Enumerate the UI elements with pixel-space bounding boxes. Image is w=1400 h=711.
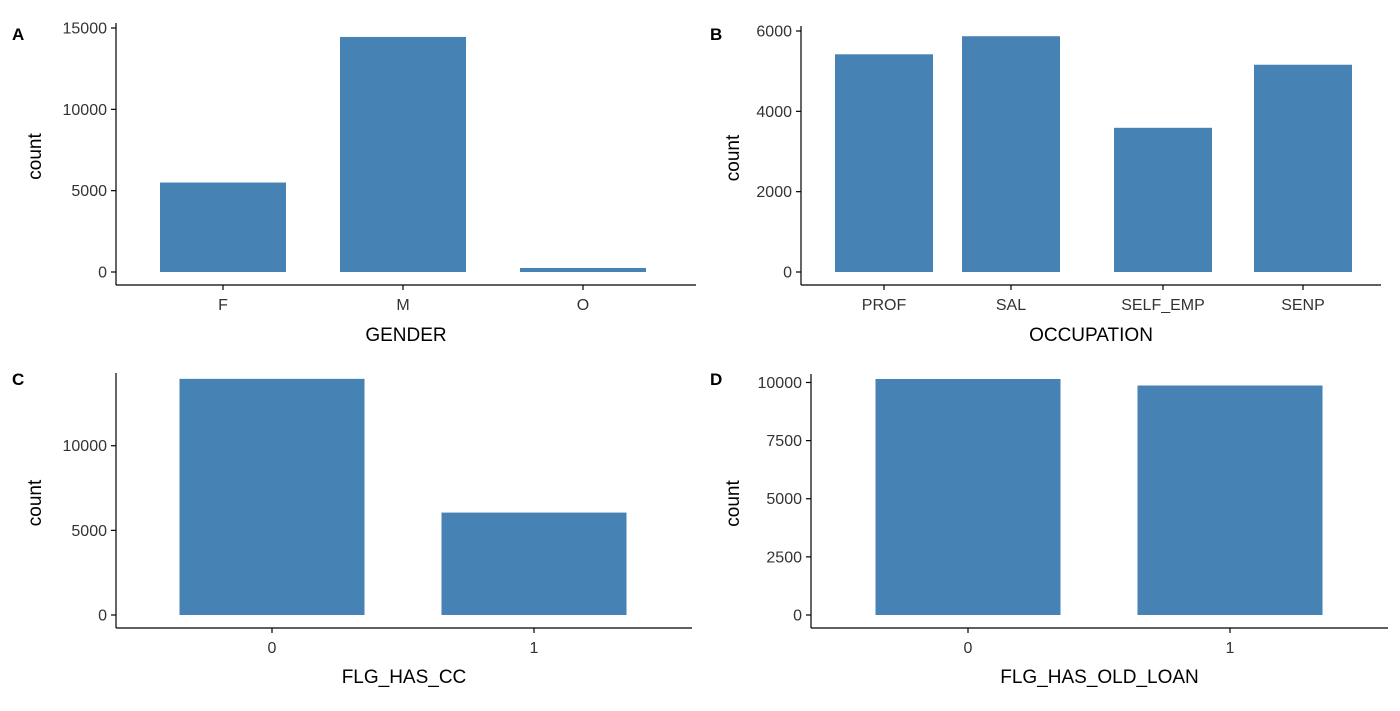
bar[interactable] xyxy=(179,378,365,615)
panel-label: C xyxy=(12,370,24,389)
y-tick-label: 10000 xyxy=(758,375,803,392)
panel-label: A xyxy=(12,25,24,44)
bar[interactable] xyxy=(962,36,1060,273)
x-tick-label: O xyxy=(577,297,589,314)
y-axis-title: count xyxy=(723,134,744,181)
y-tick-label: 0 xyxy=(98,265,107,282)
chart-panel: B 0 2000 4000 6000 PROF SAL SELF_EMP SENP OCCUPAT… xyxy=(710,24,1381,346)
chart-panel: D 0 2500 5000 7500 10000 0 1 FLG_HAS_OLD_LOAN cou… xyxy=(710,370,1388,688)
bar[interactable] xyxy=(520,268,646,272)
bar[interactable] xyxy=(340,36,466,272)
x-tick-label: SAL xyxy=(996,297,1026,314)
x-tick-label: PROF xyxy=(862,297,907,314)
x-axis-title: GENDER xyxy=(365,325,446,346)
chart-panel: A 0 5000 10000 15000 F M O GENDER count xyxy=(12,21,696,346)
bar[interactable] xyxy=(441,512,627,615)
x-tick-label: SENP xyxy=(1281,297,1325,314)
x-tick-label: M xyxy=(396,297,409,314)
y-tick-label: 0 xyxy=(98,608,107,625)
chart-panel: C 0 5000 10000 0 1 FLG_HAS_CC count xyxy=(12,370,692,688)
x-tick-label: 1 xyxy=(1226,640,1235,657)
y-tick-label: 10000 xyxy=(63,102,108,119)
panel-label: D xyxy=(710,370,722,389)
bar[interactable] xyxy=(1254,64,1352,273)
y-axis-title: count xyxy=(25,133,46,180)
x-tick-label: 0 xyxy=(964,640,973,657)
x-axis-title: OCCUPATION xyxy=(1029,325,1153,346)
y-tick-label: 0 xyxy=(783,265,792,282)
bar[interactable] xyxy=(1137,385,1323,615)
bar[interactable] xyxy=(835,54,933,273)
bar[interactable] xyxy=(160,182,286,272)
x-tick-label: SELF_EMP xyxy=(1121,297,1205,314)
y-tick-label: 0 xyxy=(793,608,802,625)
x-tick-label: F xyxy=(218,297,228,314)
y-tick-label: 2500 xyxy=(766,549,802,566)
y-axis-title: count xyxy=(25,479,46,526)
y-tick-label: 10000 xyxy=(63,438,108,455)
y-tick-label: 15000 xyxy=(63,21,108,38)
bar[interactable] xyxy=(1114,127,1212,272)
panel-label: B xyxy=(710,25,722,44)
y-tick-label: 4000 xyxy=(756,104,792,121)
y-tick-label: 2000 xyxy=(756,184,792,201)
x-axis-title: FLG_HAS_CC xyxy=(342,667,467,688)
y-axis-title: count xyxy=(723,480,744,527)
y-tick-label: 7500 xyxy=(766,433,802,450)
y-tick-label: 5000 xyxy=(71,523,107,540)
x-tick-label: 1 xyxy=(530,640,539,657)
bar[interactable] xyxy=(875,379,1061,615)
y-tick-label: 5000 xyxy=(766,491,802,508)
y-tick-label: 5000 xyxy=(71,183,107,200)
y-tick-label: 6000 xyxy=(756,24,792,41)
x-axis-title: FLG_HAS_OLD_LOAN xyxy=(1000,667,1199,688)
x-tick-label: 0 xyxy=(268,640,277,657)
